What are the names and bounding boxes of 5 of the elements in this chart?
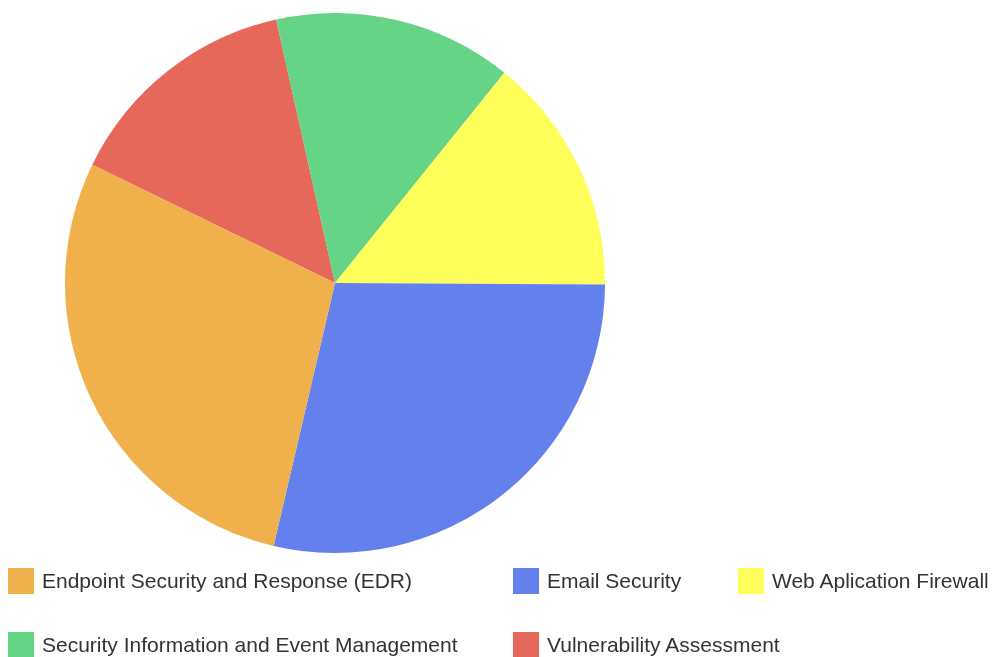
legend-label: Security Information and Event Management <box>42 633 458 657</box>
legend-label: Web Aplication Firewall <box>772 569 989 593</box>
legend-label: Vulnerability Assessment <box>547 633 780 657</box>
legend-label: Email Security <box>547 569 682 593</box>
legend-label: Endpoint Security and Response (EDR) <box>42 569 413 593</box>
